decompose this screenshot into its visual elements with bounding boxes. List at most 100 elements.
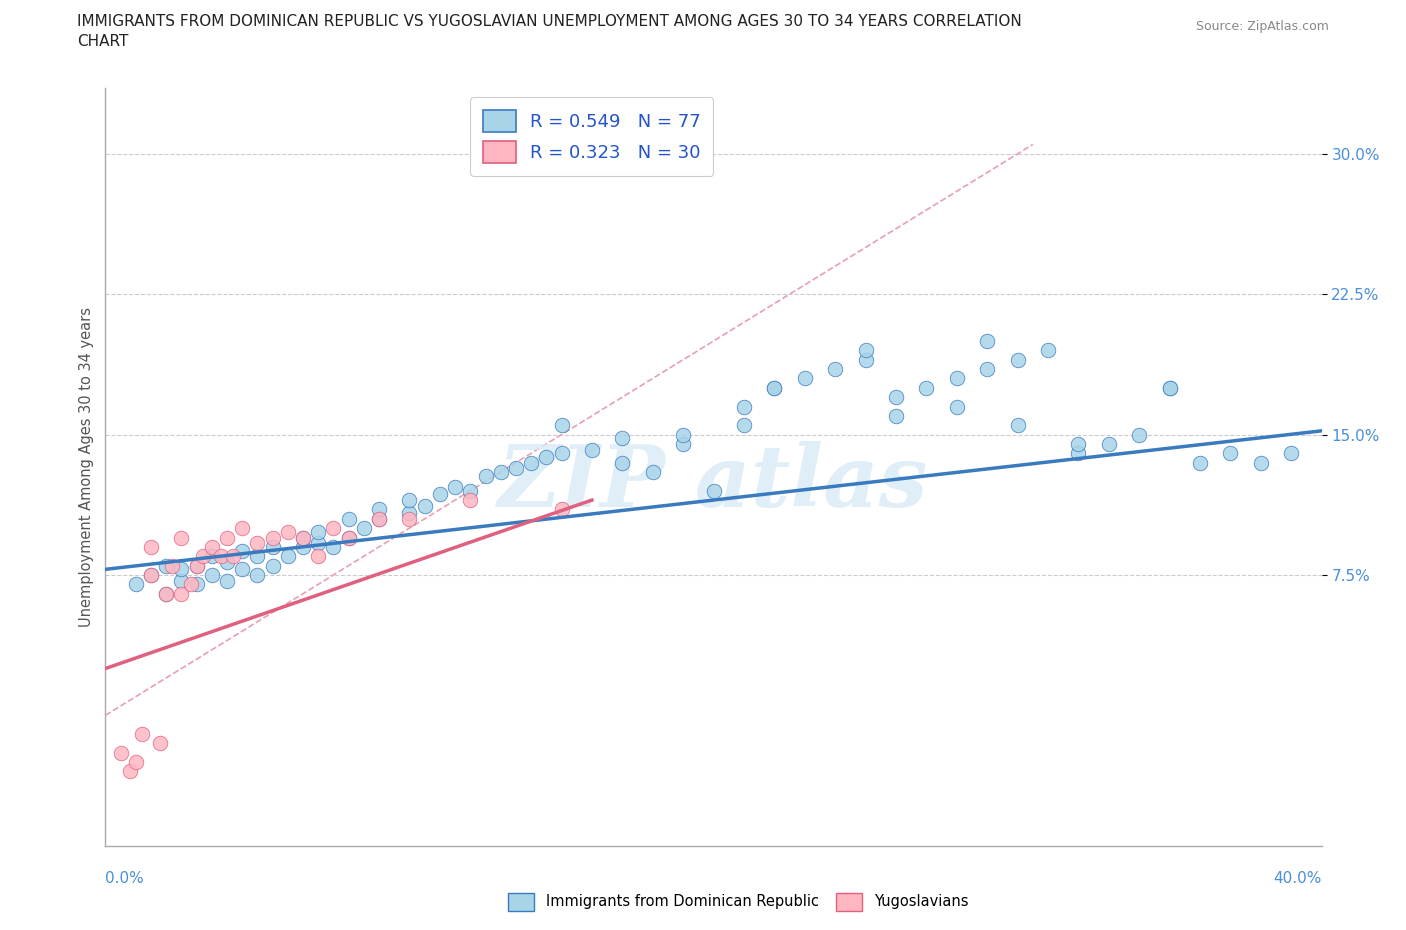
Point: [180, 577, 202, 591]
Point: [413, 498, 436, 513]
Point: [763, 380, 786, 395]
Point: [222, 549, 245, 564]
Point: [641, 465, 664, 480]
Point: [733, 399, 755, 414]
Point: [277, 525, 299, 539]
Point: [262, 539, 284, 554]
Point: [672, 436, 695, 451]
Text: IMMIGRANTS FROM DOMINICAN REPUBLIC VS YUGOSLAVIAN UNEMPLOYMENT AMONG AGES 30 TO : IMMIGRANTS FROM DOMINICAN REPUBLIC VS YU…: [77, 14, 1022, 29]
Point: [337, 530, 360, 545]
Point: [474, 469, 496, 484]
Point: [505, 461, 527, 476]
Point: [262, 530, 284, 545]
Point: [262, 558, 284, 573]
Point: [246, 536, 269, 551]
Point: [884, 390, 907, 405]
Point: [1098, 436, 1121, 451]
Text: 0.0%: 0.0%: [105, 871, 145, 886]
Point: [201, 567, 224, 582]
Point: [1128, 427, 1150, 442]
Point: [915, 380, 938, 395]
Point: [139, 567, 162, 582]
Point: [1159, 380, 1181, 395]
Point: [793, 371, 815, 386]
Point: [612, 431, 634, 445]
Point: [1067, 436, 1090, 451]
Point: [581, 442, 603, 457]
Point: [170, 573, 193, 588]
Point: [1036, 343, 1059, 358]
Point: [170, 562, 193, 577]
Point: [536, 449, 558, 464]
Point: [945, 371, 967, 386]
Point: [292, 539, 315, 554]
Text: Source: ZipAtlas.com: Source: ZipAtlas.com: [1195, 20, 1329, 33]
Point: [170, 586, 193, 601]
Point: [763, 380, 786, 395]
Point: [702, 484, 725, 498]
Point: [824, 362, 846, 377]
Legend: R = 0.549   N = 77, R = 0.323   N = 30: R = 0.549 N = 77, R = 0.323 N = 30: [471, 98, 713, 176]
Point: [217, 530, 239, 545]
Point: [162, 558, 184, 573]
Point: [125, 754, 148, 769]
Point: [398, 506, 420, 521]
Point: [1159, 380, 1181, 395]
Point: [612, 455, 634, 470]
Y-axis label: Unemployment Among Ages 30 to 34 years: Unemployment Among Ages 30 to 34 years: [79, 307, 94, 628]
Point: [191, 549, 214, 564]
Point: [217, 573, 239, 588]
Point: [429, 487, 451, 502]
Point: [307, 536, 329, 551]
Point: [292, 530, 315, 545]
Point: [337, 530, 360, 545]
Point: [186, 558, 208, 573]
Point: [231, 521, 253, 536]
Point: [110, 745, 132, 760]
Point: [139, 539, 162, 554]
Point: [550, 445, 572, 460]
Point: [884, 408, 907, 423]
Point: [307, 525, 329, 539]
Point: [550, 502, 572, 517]
Point: [131, 726, 153, 741]
Point: [489, 465, 512, 480]
Point: [1067, 445, 1090, 460]
Point: [246, 567, 269, 582]
Point: [368, 512, 391, 526]
Point: [217, 554, 239, 569]
Point: [945, 399, 967, 414]
Point: [139, 567, 162, 582]
Point: [458, 484, 481, 498]
Point: [118, 764, 141, 779]
Point: [1250, 455, 1272, 470]
Point: [855, 352, 877, 367]
Point: [1188, 455, 1211, 470]
Text: ZIP atlas: ZIP atlas: [498, 441, 929, 525]
Point: [398, 493, 420, 508]
Point: [337, 512, 360, 526]
Point: [155, 586, 177, 601]
Point: [672, 427, 695, 442]
Point: [277, 549, 299, 564]
Point: [550, 418, 572, 432]
Point: [368, 502, 391, 517]
Point: [1007, 418, 1029, 432]
Point: [733, 418, 755, 432]
Point: [292, 530, 315, 545]
Point: [201, 549, 224, 564]
Point: [855, 343, 877, 358]
Point: [307, 549, 329, 564]
Point: [155, 586, 177, 601]
Point: [231, 543, 253, 558]
Point: [186, 558, 208, 573]
Legend: Immigrants from Dominican Republic, Yugoslavians: Immigrants from Dominican Republic, Yugo…: [502, 887, 974, 916]
Point: [209, 549, 232, 564]
Point: [201, 539, 224, 554]
Point: [1219, 445, 1241, 460]
Point: [246, 549, 269, 564]
Point: [322, 539, 344, 554]
Point: [155, 558, 177, 573]
Point: [322, 521, 344, 536]
Point: [125, 577, 148, 591]
